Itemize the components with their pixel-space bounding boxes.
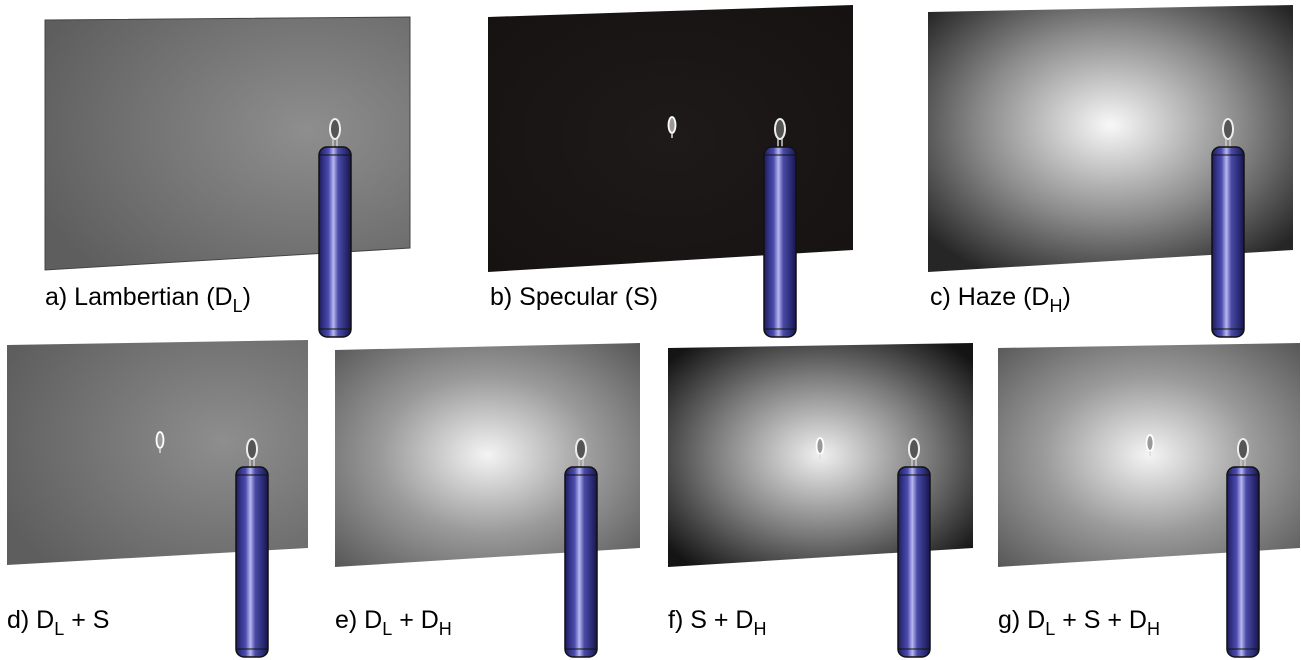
lamp	[1227, 439, 1259, 657]
label-text: g) D	[998, 606, 1045, 634]
lamp	[898, 439, 930, 657]
subscript: L	[54, 619, 64, 639]
label-text: c) Haze (D	[930, 283, 1049, 311]
panel-label: e) DL + DH	[335, 606, 452, 639]
lamp	[565, 439, 597, 657]
label-text: a) Lambertian (D	[45, 283, 233, 311]
label-text: f) S + D	[668, 606, 753, 634]
subscript: L	[1045, 619, 1055, 639]
label-text: e) D	[335, 606, 382, 634]
panel-label: f) S + DH	[668, 606, 766, 639]
label-text: )	[1062, 283, 1070, 311]
panel-label: a) Lambertian (DL)	[45, 283, 251, 316]
subscript: L	[233, 296, 243, 316]
label-text: b) Specular (S)	[490, 283, 658, 311]
panel-label: b) Specular (S)	[490, 283, 658, 311]
subscript: L	[382, 619, 392, 639]
subscript: H	[1049, 296, 1062, 316]
panel-label: c) Haze (DH)	[930, 283, 1071, 316]
label-text: + S	[64, 606, 109, 634]
screen	[45, 17, 410, 270]
panel-label: g) DL + S + DH	[998, 606, 1160, 639]
lamp	[764, 119, 796, 337]
panel-label: d) DL + S	[7, 606, 109, 639]
lamp	[1212, 119, 1244, 337]
screen	[488, 5, 853, 272]
label-text: d) D	[7, 606, 54, 634]
subscript: H	[753, 619, 766, 639]
subscript: H	[439, 619, 452, 639]
label-text: + S + D	[1055, 606, 1147, 634]
subscript: H	[1147, 619, 1160, 639]
label-text: )	[243, 283, 251, 311]
lamp	[236, 439, 268, 657]
lamp	[319, 119, 351, 337]
figure: a) Lambertian (DL)b) Specular (S)c) Haze…	[0, 0, 1301, 660]
label-text: + D	[392, 606, 439, 634]
